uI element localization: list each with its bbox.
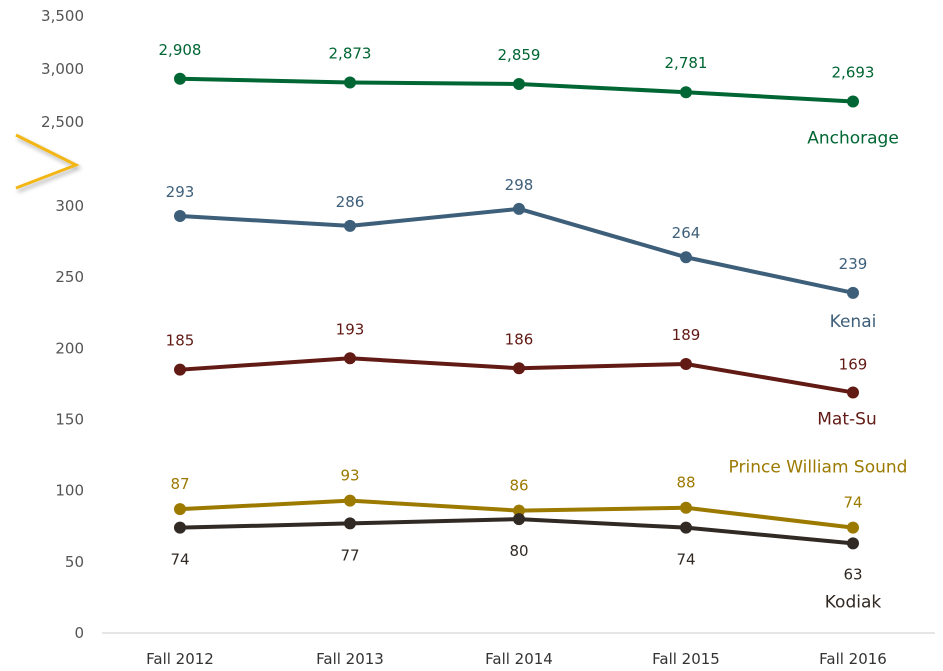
data-point	[174, 72, 186, 85]
data-point	[513, 504, 525, 517]
data-point	[847, 537, 859, 550]
series-kodiak: 74 77 80 74 63 Kodiak	[170, 513, 881, 612]
series-prince-william-sound: 87 93 86 88 74 Prince William Sound	[170, 458, 907, 534]
data-label: 74	[170, 551, 189, 569]
data-point	[847, 286, 859, 299]
y-tick-label: 50	[65, 553, 84, 571]
data-label: 264	[672, 224, 701, 242]
axis-break-marker	[15, 133, 80, 190]
data-point	[680, 501, 692, 514]
series-mat-su: 185 193 186 189 169 Mat-Su	[166, 320, 877, 429]
series-name-label: Kenai	[830, 312, 877, 332]
data-label: 185	[166, 332, 195, 350]
data-label: 2,873	[329, 44, 372, 62]
y-tick-label: 0	[74, 624, 84, 642]
data-point	[174, 503, 186, 516]
series-anchorage: 2,908 2,873 2,859 2,781 2,693 Anchorage	[159, 41, 899, 149]
data-label: 189	[672, 326, 701, 344]
y-tick-label: 2,500	[41, 113, 84, 131]
data-point	[344, 517, 356, 530]
data-point	[513, 513, 525, 526]
x-tick-label: Fall 2015	[652, 650, 720, 668]
data-point	[513, 202, 525, 215]
data-point	[680, 357, 692, 370]
data-point	[680, 86, 692, 99]
x-tick-label: Fall 2014	[485, 650, 553, 668]
data-point	[344, 76, 356, 89]
y-tick-label: 100	[55, 482, 84, 500]
x-axis-ticks: Fall 2012 Fall 2013 Fall 2014 Fall 2015 Fall…	[146, 650, 887, 668]
y-tick-label: 200	[55, 339, 84, 357]
y-tick-label: 250	[55, 268, 84, 286]
x-tick-label: Fall 2012	[146, 650, 214, 668]
series-name-label: Kodiak	[825, 592, 882, 612]
data-point	[680, 521, 692, 534]
data-label: 2,908	[159, 41, 202, 59]
data-label: 286	[336, 193, 365, 211]
data-label: 74	[843, 494, 862, 512]
data-label: 169	[839, 355, 868, 373]
data-point	[344, 352, 356, 365]
data-label: 86	[509, 477, 528, 495]
series-line-kenai	[179, 206, 854, 295]
data-label: 74	[676, 551, 695, 569]
x-tick-label: Fall 2016	[819, 650, 887, 668]
data-point	[513, 362, 525, 375]
data-label: 87	[170, 475, 189, 493]
data-label: 239	[839, 255, 868, 273]
data-label: 63	[843, 565, 862, 583]
series-name-label: Anchorage	[807, 129, 899, 149]
data-label: 298	[505, 176, 534, 194]
data-label: 80	[509, 542, 528, 560]
data-label: 293	[166, 183, 195, 201]
data-label: 93	[340, 467, 359, 485]
data-point	[847, 386, 859, 399]
series-kenai: 293 286 298 264 239 Kenai	[166, 176, 877, 332]
data-point	[174, 363, 186, 376]
series-name-label: Mat-Su	[817, 409, 876, 429]
y-tick-label: 3,500	[41, 7, 84, 25]
data-label: 88	[676, 474, 695, 492]
data-point	[344, 494, 356, 507]
data-label: 2,859	[498, 46, 541, 64]
x-tick-label: Fall 2013	[316, 650, 384, 668]
y-tick-label: 150	[55, 411, 84, 429]
data-point	[680, 251, 692, 264]
data-label: 2,781	[665, 54, 708, 72]
data-point	[344, 219, 356, 232]
data-label: 2,693	[832, 64, 875, 82]
data-label: 77	[340, 546, 359, 564]
data-point	[513, 77, 525, 90]
data-label: 193	[336, 320, 365, 338]
data-point	[174, 209, 186, 222]
y-tick-label: 3,000	[41, 60, 84, 78]
data-point	[174, 521, 186, 534]
y-tick-label: 300	[55, 197, 84, 215]
data-point	[847, 95, 859, 108]
plot-area: 2,908 2,873 2,859 2,781 2,693 Anchorage 293 286…	[159, 41, 908, 613]
y-axis-ticks: 2,500 3,000 3,500 0 50 100 150 200 250 300	[41, 7, 84, 642]
data-label: 186	[505, 330, 534, 348]
data-point	[847, 521, 859, 534]
series-name-label: Prince William Sound	[729, 458, 908, 478]
